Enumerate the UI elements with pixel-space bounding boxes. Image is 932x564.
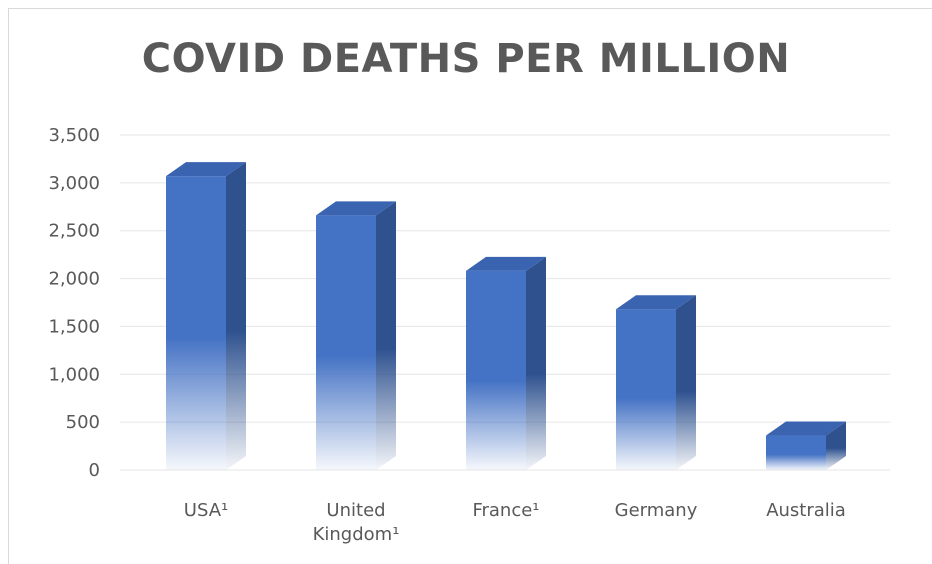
y-tick-label: 3,000: [48, 173, 100, 194]
bar-front: [616, 309, 676, 470]
bar-side: [376, 201, 396, 470]
bar-side: [826, 421, 846, 470]
bars: [166, 162, 846, 470]
bar-side: [226, 162, 246, 470]
y-tick-label: 0: [89, 460, 100, 481]
bar-front: [166, 176, 226, 470]
bar-top: [166, 162, 246, 177]
y-tick-label: 500: [66, 412, 100, 433]
bar-top: [766, 421, 846, 436]
bar-top: [466, 256, 546, 271]
bar: [466, 256, 546, 470]
bar-front: [466, 270, 526, 470]
x-category-label: France¹: [472, 500, 539, 521]
y-axis-ticks: 0 500 1,000 1,500 2,000 2,500 3,000 3,500: [48, 125, 100, 481]
x-category-label: United Kingdom¹: [313, 500, 400, 545]
x-category-label: Australia: [766, 500, 846, 521]
bar-front: [316, 215, 376, 470]
bar-front: [766, 435, 826, 470]
bar: [316, 201, 396, 470]
bar-top: [316, 201, 396, 216]
y-tick-label: 3,500: [48, 125, 100, 146]
x-category-label: USA¹: [184, 500, 228, 521]
chart-title: COVID DEATHS PER MILLION: [141, 36, 791, 82]
bar-side: [526, 256, 546, 470]
bar-top: [616, 295, 696, 310]
bar: [616, 295, 696, 470]
y-tick-label: 1,500: [48, 316, 100, 337]
bar-side: [676, 295, 696, 470]
y-tick-label: 1,000: [48, 364, 100, 385]
x-category-label: Germany: [615, 500, 698, 521]
x-axis-labels: USA¹ United Kingdom¹ France¹ Germany Australi…: [184, 500, 846, 545]
bar: [166, 162, 246, 470]
bar: [766, 421, 846, 470]
y-tick-label: 2,000: [48, 269, 100, 290]
y-tick-label: 2,500: [48, 221, 100, 242]
